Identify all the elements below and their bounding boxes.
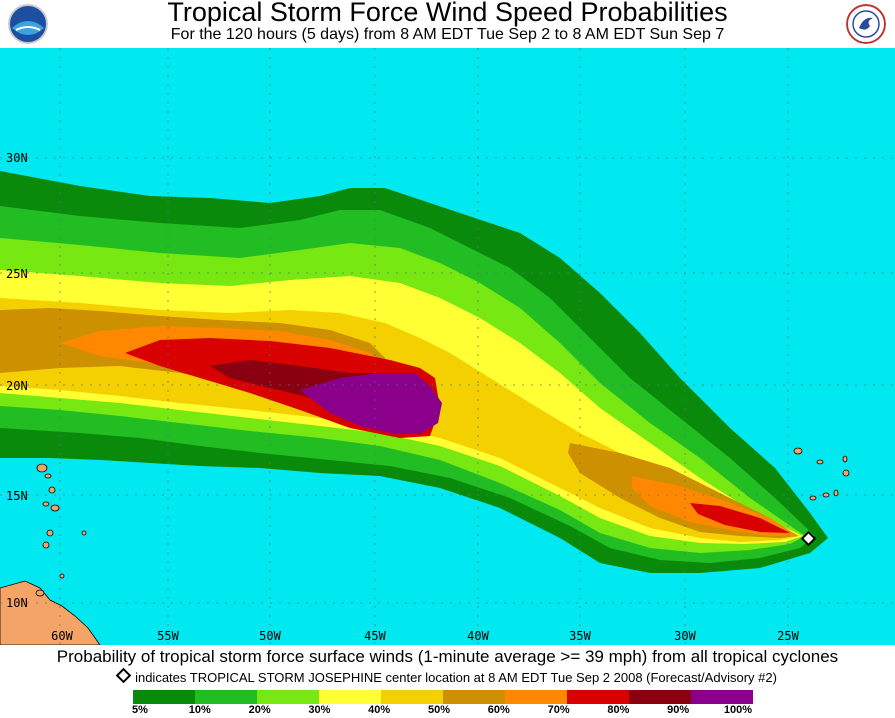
diamond-icon: [115, 667, 132, 684]
lon-label-60w: 60W: [51, 629, 73, 643]
lat-label-20n: 20N: [6, 379, 28, 393]
lat-label-10n: 10N: [6, 596, 28, 610]
lon-label-35w: 35W: [569, 629, 591, 643]
legend-swatch: [319, 690, 381, 704]
legend-tick-label: 80%: [607, 704, 630, 716]
legend-tick-label: 30%: [308, 704, 331, 716]
contour-90pct: [300, 373, 442, 434]
legend-tick-label: 10%: [188, 704, 211, 716]
legend-swatch: [629, 690, 691, 704]
marker-note: indicates TROPICAL STORM JOSEPHINE cente…: [135, 670, 777, 685]
legend-tick-label: 20%: [248, 704, 271, 716]
lat-label-25n: 25N: [6, 267, 28, 281]
caption: Probability of tropical storm force surf…: [56, 647, 839, 666]
legend-tick-label: 70%: [547, 704, 570, 716]
legend-swatch: [505, 690, 567, 704]
lat-label-15n: 15N: [6, 489, 28, 503]
legend-swatch: [443, 690, 505, 704]
legend-tick-label: 5%: [132, 704, 148, 716]
legend-tick-label: 60%: [487, 704, 510, 716]
map-title: Tropical Storm Force Wind Speed Probabil…: [167, 0, 728, 27]
lon-label-45w: 45W: [364, 629, 386, 643]
color-legend: [133, 690, 753, 704]
legend-tick-label: 100%: [723, 704, 753, 716]
legend-tick-label: 40%: [368, 704, 391, 716]
marker-note-line: indicates TROPICAL STORM JOSEPHINE cente…: [0, 667, 895, 685]
nws-logo: [846, 4, 886, 44]
legend-swatch: [381, 690, 443, 704]
lon-label-30w: 30W: [674, 629, 696, 643]
header: Tropical Storm Force Wind Speed Probabil…: [0, 0, 895, 48]
lon-label-40w: 40W: [467, 629, 489, 643]
legend-ticks: 5% 10% 20% 30% 40% 50% 60% 70% 80% 90% 100%: [0, 704, 895, 718]
lon-label-55w: 55W: [157, 629, 179, 643]
legend-swatch: [257, 690, 319, 704]
probability-map: 30N 25N 20N 15N 10N 60W 55W 50W 45W 40W …: [0, 48, 895, 646]
contour-70pct-east: [690, 503, 790, 533]
lon-label-50w: 50W: [259, 629, 281, 643]
noaa-logo: [8, 4, 48, 44]
legend-tick-label: 50%: [427, 704, 451, 716]
legend-swatch: [195, 690, 257, 704]
legend-swatch: [133, 690, 195, 704]
lat-label-30n: 30N: [6, 151, 28, 165]
graticule: [0, 48, 895, 645]
map-subtitle: For the 120 hours (5 days) from 8 AM EDT…: [170, 26, 725, 43]
legend-tick-label: 90%: [667, 704, 690, 716]
storm-center-marker: [800, 530, 817, 547]
legend-swatch: [691, 690, 753, 704]
lon-label-25w: 25W: [777, 629, 799, 643]
legend-swatch: [567, 690, 629, 704]
